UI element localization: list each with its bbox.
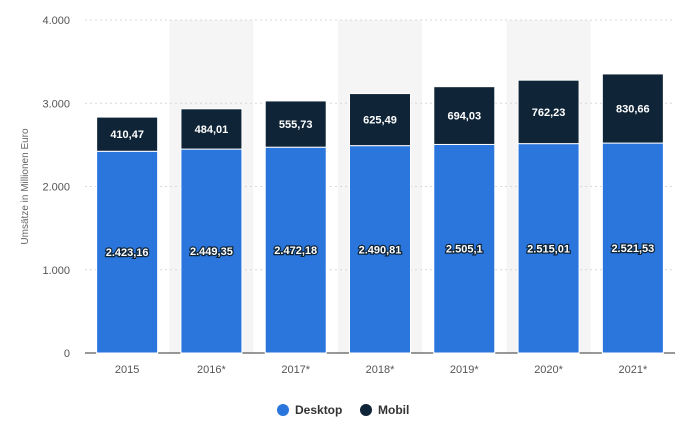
data-label: 555,73 (279, 119, 313, 131)
y-tick-label: 0 (64, 348, 70, 360)
bar-desktop-2016* (180, 148, 243, 354)
data-label: 2.472,18 (274, 245, 317, 257)
x-tick-label: 2020* (534, 364, 563, 376)
y-tick-label: 3.000 (42, 98, 70, 110)
data-label: 484,01 (195, 124, 229, 136)
bar-mobil-2018* (349, 93, 411, 147)
data-label: 762,23 (532, 107, 566, 119)
data-label: 830,66 (616, 104, 650, 116)
data-labels: 2.423,16 410,47 2.449,35 484,01 2.472,18 555,… (104, 102, 655, 260)
x-tick-label: 2019* (450, 364, 479, 376)
x-tick-label: 2021* (618, 364, 647, 376)
bars (96, 73, 664, 354)
bar-desktop-2015 (96, 150, 159, 354)
y-tick-label: 4.000 (42, 15, 70, 27)
legend-label-desktop[interactable]: Desktop (295, 403, 342, 417)
legend-marker-desktop (277, 404, 289, 416)
data-label: 2.449,35 (190, 246, 233, 258)
bar-mobil-2021* (601, 73, 664, 144)
legend: Desktop Mobil (277, 403, 409, 417)
data-label: 694,03 (447, 111, 481, 123)
bar-desktop-2021* (601, 142, 664, 354)
bar-desktop-2019* (433, 143, 496, 354)
bar-mobil-2020* (517, 79, 580, 145)
y-tick-label: 1.000 (42, 265, 70, 277)
legend-label-mobil[interactable]: Mobil (378, 403, 409, 417)
data-label: 2.521,53 (611, 243, 654, 255)
x-tick-label: 2015 (115, 364, 139, 376)
bar-mobil-2015 (96, 116, 159, 152)
y-axis-label: Umsätze in Millionen Euro (20, 128, 31, 245)
bar-desktop-2020* (517, 143, 580, 354)
data-label: 2.423,16 (106, 247, 149, 259)
data-label: 2.515,01 (527, 243, 570, 255)
data-label: 2.505,1 (446, 244, 483, 256)
data-label: 625,49 (363, 115, 397, 127)
bar-mobil-2019* (433, 86, 496, 145)
bar-mobil-2017* (264, 100, 327, 148)
y-axis-ticks: 0 1.000 2.000 3.000 4.000 (42, 15, 70, 360)
bar-desktop-2018* (349, 145, 411, 354)
x-tick-label: 2018* (366, 364, 395, 376)
data-label: 2.490,81 (359, 244, 402, 256)
x-axis-ticks: 2015 2016* 2017* 2018* 2019* 2020* 2021* (115, 364, 648, 376)
bar-mobil-2016* (180, 108, 243, 150)
legend-marker-mobil (360, 404, 372, 416)
bar-desktop-2017* (264, 146, 327, 354)
data-label: 410,47 (110, 129, 144, 141)
x-tick-label: 2016* (197, 364, 226, 376)
x-tick-label: 2017* (281, 364, 310, 376)
y-tick-label: 2.000 (42, 182, 70, 194)
